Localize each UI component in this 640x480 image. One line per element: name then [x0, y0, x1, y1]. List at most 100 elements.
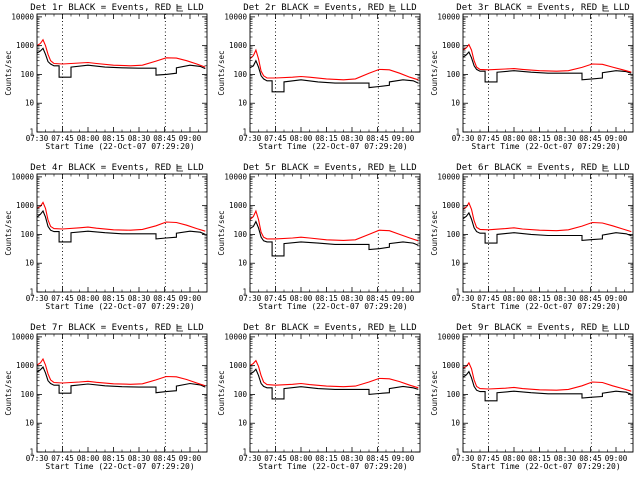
x-tick-label: 08:15 [528, 294, 551, 303]
x-tick-label: 08:30 [341, 294, 364, 303]
chart-title: Det 5r BLACK = Events, RED = LLD [243, 163, 416, 173]
chart-panel-det-5: Det 5r BLACK = Events, RED = LLD 1 10 100 10… [217, 163, 421, 311]
y-axis-label: Counts/sec [4, 50, 13, 95]
y-tick-label: 1 [455, 288, 460, 297]
y-tick-label: 1 [29, 288, 34, 297]
y-tick-label: 10 [451, 259, 461, 268]
y-axis-label: Counts/sec [4, 210, 13, 255]
chart-title: Det 1r BLACK = Events, RED = LLD [30, 3, 203, 13]
x-tick-label: 09:00 [392, 134, 415, 143]
y-tick-label: 1000 [442, 41, 461, 50]
y-tick-label: 1000 [442, 361, 461, 370]
y-axis-label: Counts/sec [430, 50, 439, 95]
y-tick-label: 10000 [224, 12, 247, 21]
x-tick-label: 08:00 [503, 294, 526, 303]
x-tick-label: 08:30 [128, 134, 151, 143]
y-tick-label: 10 [238, 99, 248, 108]
x-tick-label: 08:30 [128, 454, 151, 463]
x-tick-label: 08:15 [102, 294, 125, 303]
y-tick-label: 10000 [11, 172, 34, 181]
x-tick-label: 09:00 [392, 294, 415, 303]
chart-title: Det 3r BLACK = Events, RED = LLD [456, 3, 629, 13]
x-tick-label: 08:30 [341, 134, 364, 143]
x-axis-label: Start Time (22-Oct-07 07:29:20) [471, 462, 620, 471]
x-axis-label: Start Time (22-Oct-07 07:29:20) [45, 302, 194, 311]
chart-title: Det 8r BLACK = Events, RED = LLD [243, 323, 416, 333]
events-series-line [463, 211, 632, 244]
chart-panel-det-2: Det 2r BLACK = Events, RED = LLD 1 10 100 10… [217, 3, 421, 151]
x-tick-label: 08:15 [315, 454, 338, 463]
x-tick-label: 08:30 [554, 134, 577, 143]
x-tick-label: 07:30 [239, 134, 262, 143]
lld-series-line [37, 357, 206, 387]
corner-marker [389, 164, 396, 172]
x-tick-label: 08:15 [315, 134, 338, 143]
chart-title: Det 6r BLACK = Events, RED = LLD [456, 163, 629, 173]
x-tick-label: 07:45 [51, 454, 74, 463]
x-tick-label: 08:45 [579, 454, 602, 463]
chart-title: Det 9r BLACK = Events, RED = LLD [456, 323, 629, 333]
x-tick-label: 09:00 [605, 454, 628, 463]
y-tick-label: 1000 [16, 361, 35, 370]
lld-series-line [463, 201, 632, 233]
x-tick-label: 08:45 [153, 294, 176, 303]
lld-series-line [37, 38, 206, 68]
y-tick-label: 1 [455, 448, 460, 457]
x-tick-label: 08:15 [528, 134, 551, 143]
x-tick-label: 07:30 [26, 294, 49, 303]
corner-marker [602, 324, 609, 332]
x-tick-label: 09:00 [392, 454, 415, 463]
y-tick-label: 100 [233, 230, 247, 239]
y-tick-label: 1 [242, 128, 247, 137]
y-tick-label: 1000 [229, 201, 248, 210]
events-series-line [250, 368, 419, 400]
y-tick-label: 1000 [16, 41, 35, 50]
y-tick-label: 100 [20, 70, 34, 79]
y-tick-label: 1 [29, 448, 34, 457]
y-tick-label: 10 [25, 419, 35, 428]
x-axis-label: Start Time (22-Oct-07 07:29:20) [258, 302, 407, 311]
chart-title: Det 4r BLACK = Events, RED = LLD [30, 163, 203, 173]
corner-marker [602, 164, 609, 172]
x-tick-label: 07:30 [26, 134, 49, 143]
x-tick-label: 08:45 [366, 134, 389, 143]
x-tick-label: 07:45 [264, 294, 287, 303]
x-tick-label: 07:45 [477, 294, 500, 303]
chart-panel-det-4: Det 4r BLACK = Events, RED = LLD 1 10 100 10… [4, 163, 208, 311]
lld-series-line [250, 359, 419, 389]
y-tick-label: 1000 [442, 201, 461, 210]
x-tick-label: 07:45 [51, 134, 74, 143]
corner-marker [176, 324, 183, 332]
chart-panel-det-6: Det 6r BLACK = Events, RED = LLD 1 10 100 10… [430, 163, 634, 311]
corner-marker [389, 4, 396, 12]
x-axis-label: Start Time (22-Oct-07 07:29:20) [258, 462, 407, 471]
x-tick-label: 08:30 [554, 294, 577, 303]
x-tick-label: 08:15 [102, 454, 125, 463]
x-tick-label: 08:00 [503, 134, 526, 143]
y-tick-label: 1000 [229, 41, 248, 50]
x-tick-label: 08:15 [102, 134, 125, 143]
x-tick-label: 07:30 [452, 294, 475, 303]
x-tick-label: 07:45 [51, 294, 74, 303]
y-tick-label: 100 [20, 390, 34, 399]
y-tick-label: 100 [20, 230, 34, 239]
x-tick-label: 08:00 [77, 294, 100, 303]
y-axis-label: Counts/sec [217, 210, 226, 255]
y-tick-label: 10 [25, 259, 35, 268]
lld-series-line [463, 361, 632, 392]
x-tick-label: 07:45 [477, 134, 500, 143]
x-tick-label: 07:45 [477, 454, 500, 463]
x-tick-label: 08:45 [366, 294, 389, 303]
y-tick-label: 10 [25, 99, 35, 108]
x-tick-label: 08:45 [579, 294, 602, 303]
x-tick-label: 08:00 [77, 134, 100, 143]
chart-panel-det-7: Det 7r BLACK = Events, RED = LLD 1 10 100 10… [4, 323, 208, 471]
chart-panel-det-1: Det 1r BLACK = Events, RED = LLD 1 10 100 10… [4, 3, 208, 151]
y-axis-label: Counts/sec [4, 370, 13, 415]
y-tick-label: 100 [233, 390, 247, 399]
corner-marker [176, 164, 183, 172]
chart-panel-det-8: Det 8r BLACK = Events, RED = LLD 1 10 100 10… [217, 323, 421, 471]
y-tick-label: 10 [451, 99, 461, 108]
